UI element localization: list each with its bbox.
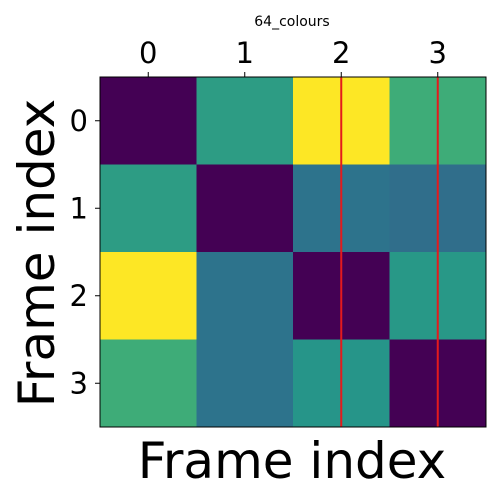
x-axis-label: Frame index (138, 432, 446, 490)
heatmap-cell-r0-c1 (196, 77, 294, 165)
y-axis-label: Frame index (8, 99, 66, 407)
y-tick-label-0: 0 (70, 104, 88, 138)
x-tick-label-1: 1 (236, 36, 254, 70)
heatmap-cell-r1-c1 (196, 164, 294, 253)
heatmap-cell-r3-c1 (196, 339, 294, 428)
x-tick-label-3: 3 (429, 36, 447, 70)
heatmap-cell-r2-c1 (196, 252, 294, 340)
y-tick-label-1: 1 (70, 191, 88, 225)
heatmap-cell-r0-c0 (100, 77, 197, 165)
x-tick-label-0: 0 (139, 36, 157, 70)
y-axis-ticks: 0 1 2 3 (70, 104, 100, 400)
x-tick-label-2: 2 (332, 36, 350, 70)
chart-title: 64_colours (254, 14, 329, 30)
heatmap-cells (100, 77, 487, 428)
marker-lines (340, 77, 439, 427)
y-tick-label-3: 3 (70, 366, 88, 400)
heatmap-cell-r1-c0 (100, 164, 197, 253)
heatmap-cell-r3-c0 (100, 339, 197, 428)
plot-frame (99, 76, 487, 428)
x-axis-ticks: 0 1 2 3 (139, 36, 447, 77)
y-tick-label-2: 2 (70, 279, 88, 313)
heatmap-cell-r2-c0 (100, 252, 197, 340)
